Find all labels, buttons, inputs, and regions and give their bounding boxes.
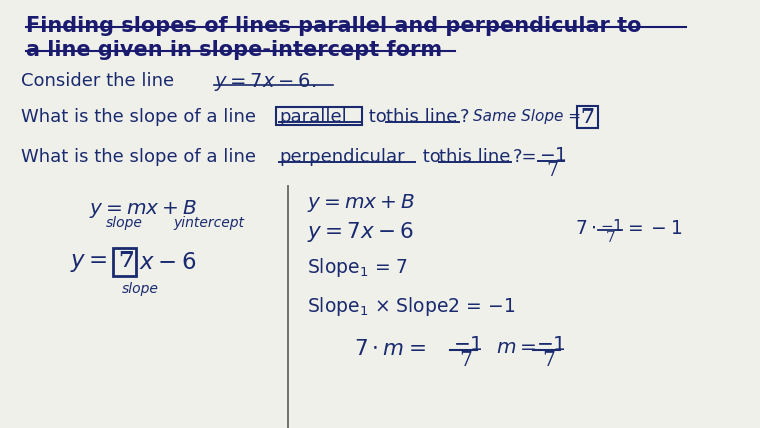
Text: this line: this line — [386, 108, 458, 126]
Text: $-1$: $-1$ — [453, 335, 483, 354]
Text: 7: 7 — [459, 351, 472, 370]
Text: $-1$: $-1$ — [536, 335, 565, 354]
Text: $-1$: $-1$ — [600, 218, 623, 234]
Text: to: to — [416, 148, 446, 166]
Text: $y = mx + B$: $y = mx + B$ — [89, 198, 197, 220]
Text: $x - 6$: $x - 6$ — [138, 252, 196, 274]
Text: 7: 7 — [543, 351, 555, 370]
Text: slope: slope — [106, 216, 143, 230]
Text: to: to — [363, 108, 393, 126]
Text: parallel: parallel — [279, 108, 347, 126]
Text: $m = $: $m = $ — [496, 338, 537, 357]
Text: $-1$: $-1$ — [540, 147, 567, 165]
Text: $y = 7x - 6.$: $y = 7x - 6.$ — [214, 71, 316, 93]
Bar — [577, 106, 597, 128]
Text: ?: ? — [460, 108, 470, 126]
Text: a line given in slope-intercept form: a line given in slope-intercept form — [27, 40, 442, 60]
Text: 7: 7 — [581, 107, 594, 127]
Bar — [113, 248, 136, 276]
Text: ?=: ?= — [512, 148, 537, 166]
Text: $7 \cdot m = $: $7 \cdot m = $ — [354, 338, 426, 360]
Text: Slope$_1$ $\times$ Slope2 = $-1$: Slope$_1$ $\times$ Slope2 = $-1$ — [307, 295, 515, 318]
Text: $= -1$: $= -1$ — [624, 220, 682, 238]
Text: 7: 7 — [118, 250, 134, 272]
Text: perpendicular: perpendicular — [279, 148, 405, 166]
Text: Finding slopes of lines parallel and perpendicular to: Finding slopes of lines parallel and per… — [27, 16, 641, 36]
Text: this line: this line — [439, 148, 511, 166]
Text: $y = mx + B$: $y = mx + B$ — [307, 192, 415, 214]
Text: $y =$: $y =$ — [70, 252, 108, 274]
Text: $7\cdot$: $7\cdot$ — [575, 220, 597, 238]
Text: slope: slope — [122, 282, 159, 296]
Text: Slope$_1$ = 7: Slope$_1$ = 7 — [307, 256, 408, 279]
Text: $y = 7x - 6$: $y = 7x - 6$ — [307, 220, 414, 244]
Text: 7: 7 — [606, 231, 616, 245]
Text: Consider the line: Consider the line — [21, 72, 179, 90]
Text: 7: 7 — [546, 162, 558, 180]
Text: Same Slope =: Same Slope = — [473, 109, 581, 124]
Text: What is the slope of a line: What is the slope of a line — [21, 108, 261, 126]
Bar — [277, 107, 363, 125]
Text: yintercept: yintercept — [173, 216, 244, 230]
Text: What is the slope of a line: What is the slope of a line — [21, 148, 261, 166]
